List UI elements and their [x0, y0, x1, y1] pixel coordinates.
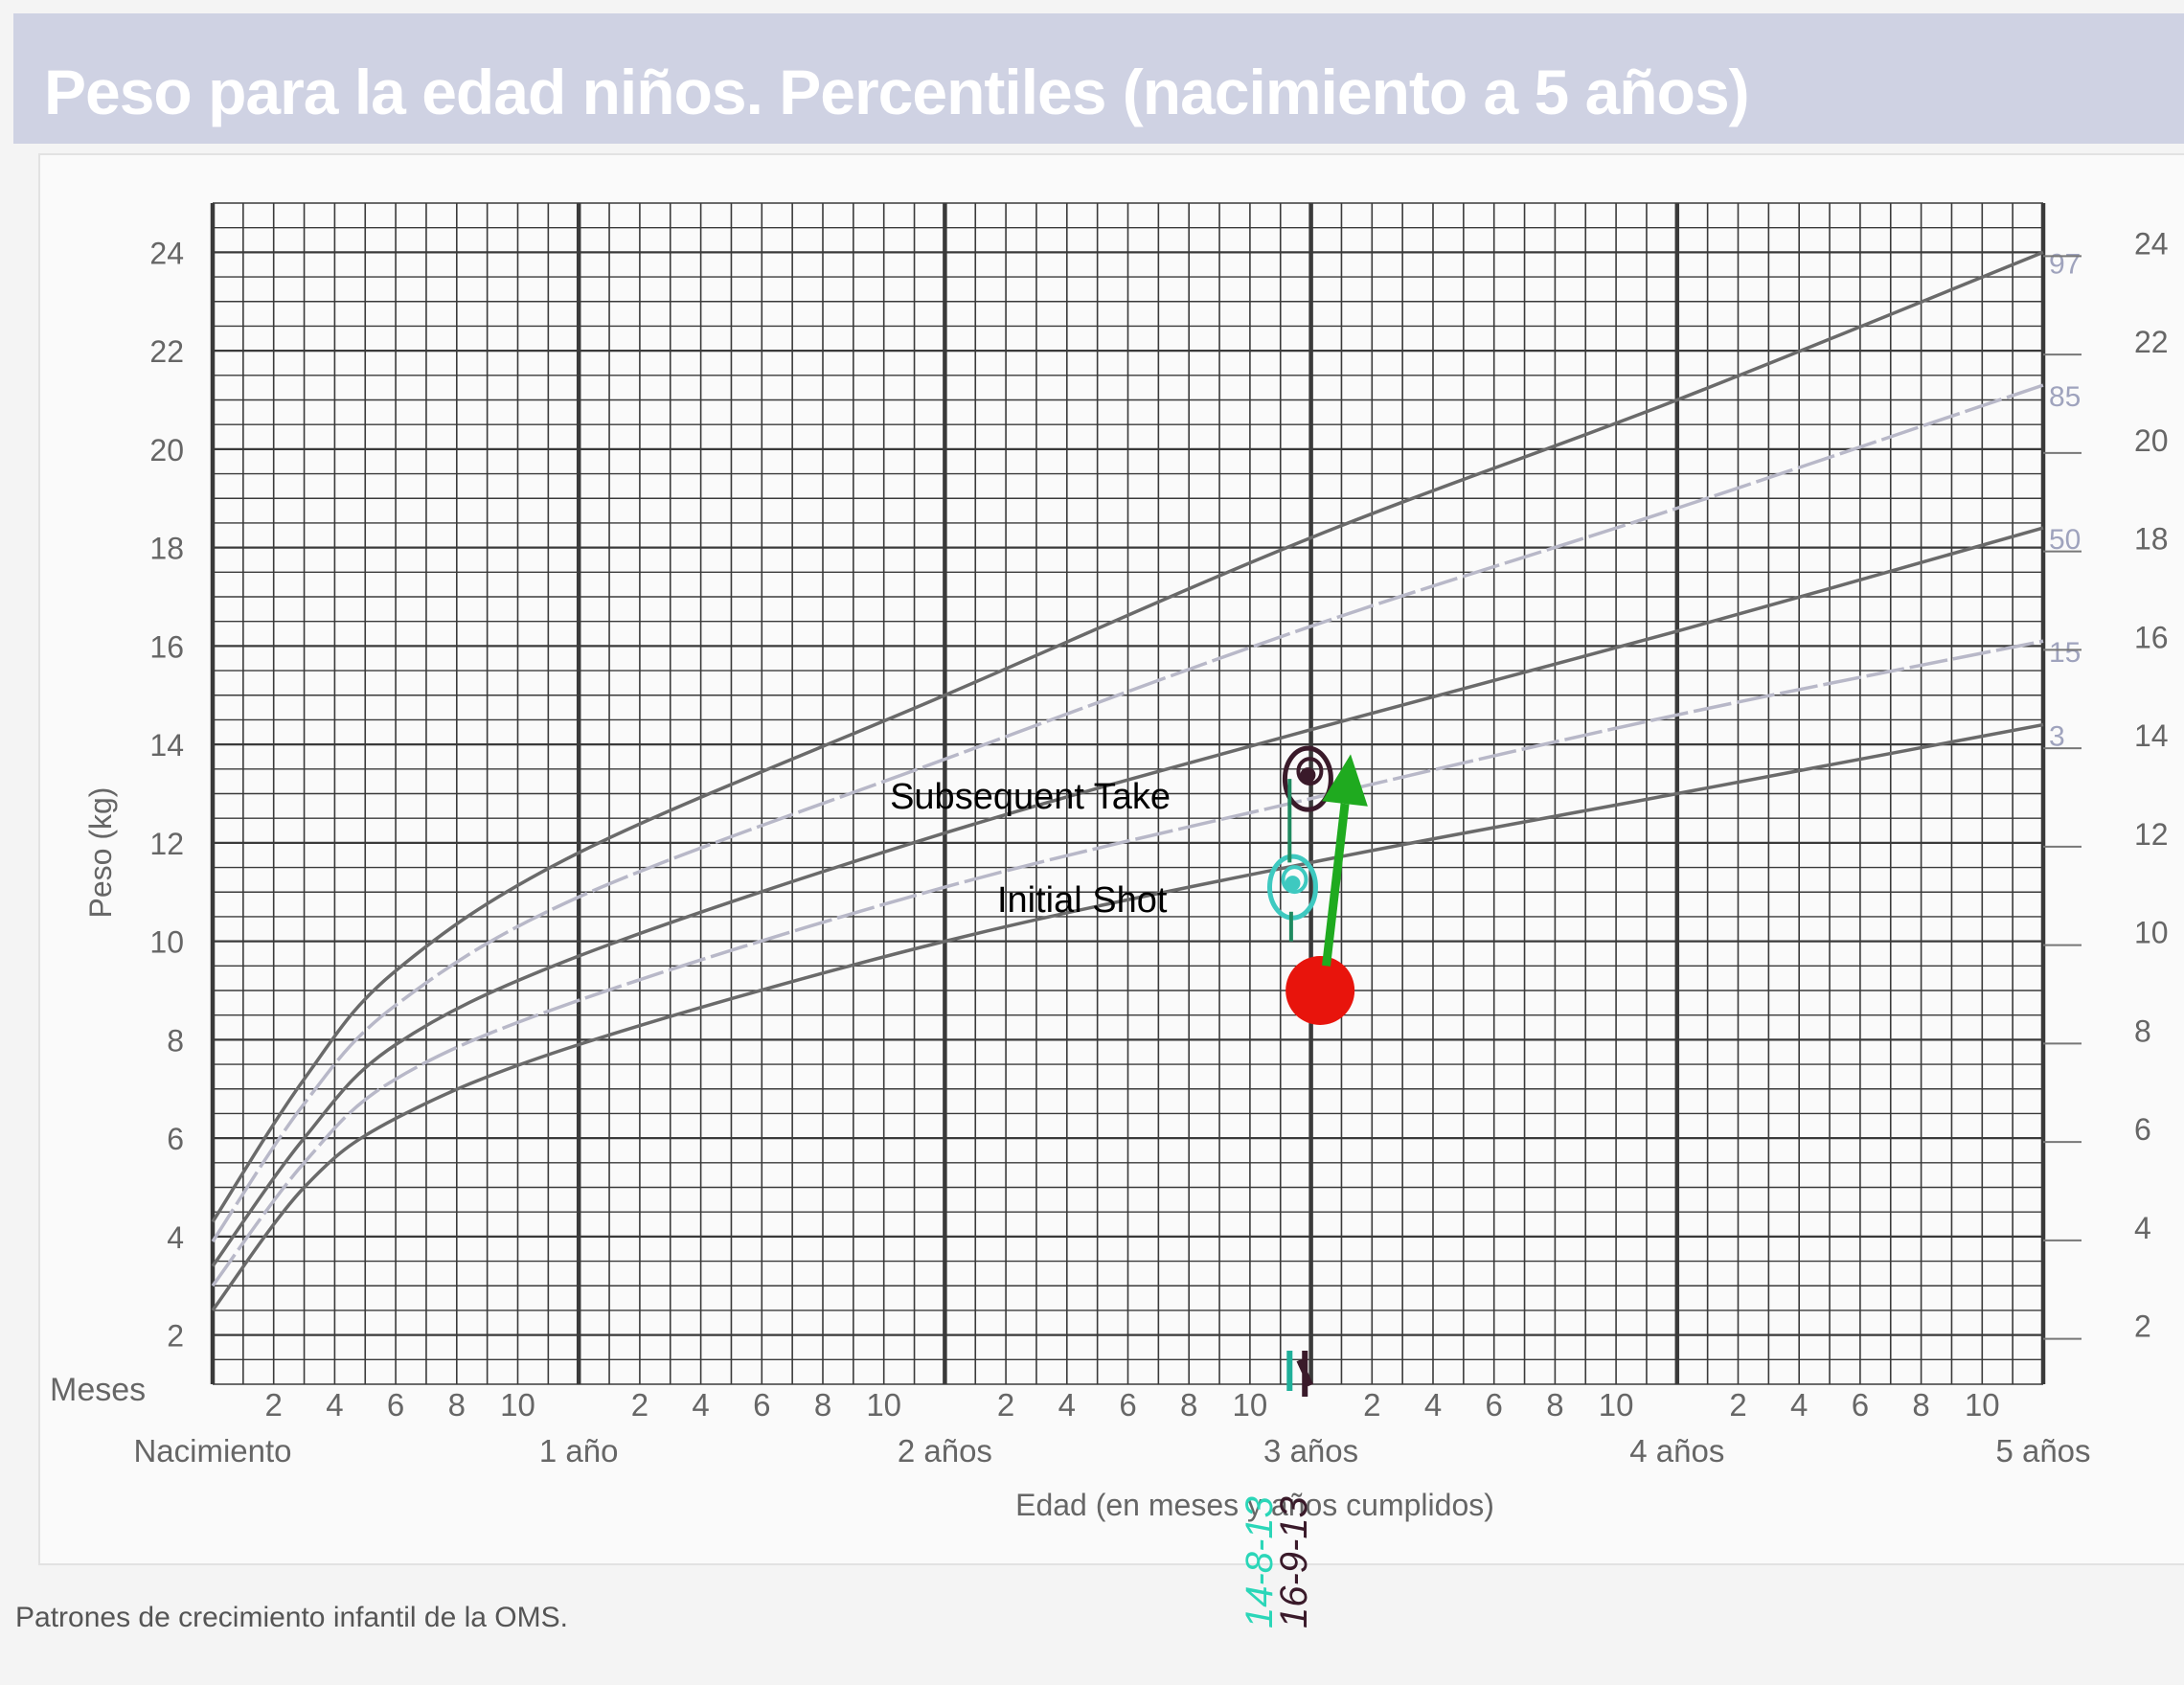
y-tick-label-right: 6 [2134, 1112, 2151, 1147]
y-tick-label-right: 10 [2134, 916, 2169, 950]
circled-point-dot [1285, 876, 1301, 892]
y-tick-label-left: 6 [167, 1122, 184, 1156]
grid [210, 202, 2046, 1385]
x-month-tick-label: 8 [448, 1387, 466, 1423]
y-tick-label-right: 18 [2134, 522, 2169, 557]
x-month-tick-label: 8 [814, 1387, 831, 1423]
percentile-curve [211, 722, 2044, 1311]
y-tick-label-left: 12 [149, 827, 184, 861]
x-year-label: 1 año [539, 1433, 619, 1469]
percentile-curve [211, 526, 2044, 1267]
y-tick-label-left: 24 [149, 236, 184, 270]
x-month-tick-label: 2 [1729, 1387, 1746, 1423]
chart-title: Peso para la edad niños. Percentiles (na… [44, 57, 1750, 127]
meses-label: Meses [50, 1372, 146, 1408]
percentile-label: 85 [2049, 381, 2081, 413]
y-tick-label-left: 22 [149, 334, 184, 369]
x-month-tick-label: 8 [1912, 1387, 1929, 1423]
handwritten-tick-dark [1296, 1351, 1313, 1397]
y-tick-label-right: 12 [2134, 817, 2169, 852]
percentile-label: 97 [2049, 248, 2081, 280]
percentile-curve [211, 250, 2044, 1223]
x-year-label: 3 años [1263, 1433, 1358, 1469]
y-tick-label-right: 2 [2134, 1309, 2151, 1344]
percentile-curve [211, 383, 2044, 1242]
x-month-tick-label: 2 [1363, 1387, 1380, 1423]
x-month-tick-label: 2 [631, 1387, 648, 1423]
y-tick-label-right: 24 [2134, 226, 2169, 261]
x-month-tick-label: 10 [500, 1387, 535, 1423]
red-dot [1285, 956, 1355, 1025]
source-note: Patrones de crecimiento infantil de la O… [15, 1602, 568, 1633]
percentile-label: 50 [2049, 524, 2081, 556]
x-month-tick-label: 10 [1233, 1387, 1268, 1423]
y-tick-label-left: 10 [149, 925, 184, 960]
y-tick-label-left: 4 [167, 1220, 184, 1255]
x-month-tick-label: 10 [866, 1387, 901, 1423]
y-tick-label-left: 14 [149, 728, 184, 763]
circled-point-dot [1300, 767, 1316, 784]
handwritten-date: 16-9-13 [1273, 1496, 1315, 1628]
y-tick-label-right: 8 [2134, 1013, 2151, 1048]
x-month-tick-label: 8 [1546, 1387, 1563, 1423]
x-month-tick-label: 8 [1180, 1387, 1197, 1423]
percentile-label: 15 [2049, 637, 2081, 669]
y-tick-label-left: 8 [167, 1023, 184, 1058]
x-month-tick-label: 4 [1058, 1387, 1076, 1423]
x-year-label: 5 años [1995, 1433, 2090, 1469]
x-month-tick-label: 4 [326, 1387, 343, 1423]
percentile-curve [211, 639, 2044, 1287]
x-month-tick-label: 4 [692, 1387, 709, 1423]
x-month-tick-label: 6 [387, 1387, 404, 1423]
percentile-curves: 97 85 50 15 3 [211, 248, 2081, 1311]
annotation-text: Initial Shot [997, 880, 1168, 921]
y-axis-label: Peso (kg) [83, 787, 118, 919]
x-year-label: Nacimiento [133, 1433, 291, 1469]
annotation-text: Subsequent Take [890, 777, 1171, 817]
y-tick-label-right: 4 [2134, 1211, 2151, 1245]
y-tick-label-left: 20 [149, 433, 184, 467]
handwritten-date: 14-8-13 [1239, 1496, 1281, 1628]
x-month-tick-label: 4 [1790, 1387, 1808, 1423]
x-month-tick-label: 4 [1424, 1387, 1442, 1423]
y-tick-label-left: 18 [149, 532, 184, 566]
circled-point-ring [1282, 745, 1333, 812]
x-month-tick-label: 6 [1852, 1387, 1869, 1423]
x-year-label: 4 años [1629, 1433, 1724, 1469]
annotations: Subsequent Take Initial Shot 14-8-1316-9-1… [890, 745, 1368, 1628]
y-tick-label-right: 16 [2134, 620, 2169, 654]
circled-point-inner [1296, 757, 1324, 786]
arrow-shaft [1322, 803, 1350, 967]
percentile-label: 3 [2049, 721, 2065, 753]
y-tick-label-left: 16 [149, 629, 184, 664]
y-tick-label-left: 2 [167, 1319, 184, 1354]
x-month-tick-label: 10 [1599, 1387, 1634, 1423]
y-tick-label-right: 20 [2134, 423, 2169, 458]
circled-point-inner [1281, 865, 1308, 895]
x-axis-label: Edad (en meses y años cumplidos) [1015, 1488, 1494, 1522]
x-month-tick-label: 2 [265, 1387, 283, 1423]
x-year-label: 2 años [898, 1433, 992, 1469]
x-month-tick-label: 2 [997, 1387, 1014, 1423]
x-month-tick-label: 6 [1486, 1387, 1503, 1423]
x-month-tick-label: 10 [1965, 1387, 2000, 1423]
x-month-tick-label: 6 [1119, 1387, 1136, 1423]
title-banner [13, 13, 2184, 144]
arrow-head [1322, 754, 1368, 807]
x-month-tick-label: 6 [753, 1387, 770, 1423]
y-tick-label-right: 14 [2134, 718, 2169, 753]
y-tick-label-right: 22 [2134, 325, 2169, 359]
